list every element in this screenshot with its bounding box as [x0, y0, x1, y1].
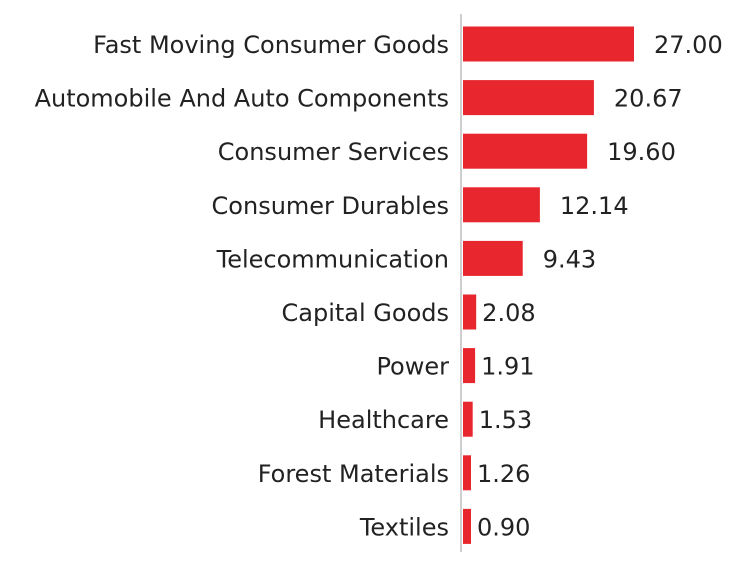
- bar-1: [463, 26, 634, 62]
- bar-2: [463, 80, 594, 116]
- bar-4: [463, 187, 540, 223]
- category-label: Healthcare: [318, 406, 449, 434]
- category-labels-group: Fast Moving Consumer Goods Automobile And…: [35, 31, 450, 541]
- value-label: 1.91: [481, 353, 534, 381]
- bar-10: [463, 508, 471, 544]
- bar-5: [463, 240, 523, 276]
- category-label: Fast Moving Consumer Goods: [93, 31, 449, 59]
- bar-3: [463, 133, 588, 169]
- category-label: Capital Goods: [282, 299, 449, 327]
- category-label: Telecommunication: [216, 245, 449, 273]
- value-label: 1.53: [479, 406, 532, 434]
- value-label: 2.08: [482, 299, 535, 327]
- category-label: Automobile And Auto Components: [35, 85, 449, 113]
- category-label: Consumer Durables: [212, 192, 449, 220]
- value-label: 27.00: [654, 31, 723, 59]
- value-labels-group: 27.00 20.67 19.60 12.14 9.43 2.08 1.91 1.53 1.26…: [477, 31, 723, 541]
- category-label: Power: [376, 353, 449, 381]
- category-label: Consumer Services: [218, 138, 449, 166]
- bar-6: [463, 294, 477, 330]
- value-label: 1.26: [477, 460, 530, 488]
- category-label: Forest Materials: [258, 460, 449, 488]
- value-label: 19.60: [607, 138, 676, 166]
- bar-8: [463, 401, 473, 437]
- value-label: 9.43: [543, 245, 596, 273]
- bar-9: [463, 455, 471, 491]
- value-label: 12.14: [560, 192, 629, 220]
- bar-7: [463, 348, 476, 384]
- bars-group: [463, 26, 634, 544]
- value-label: 0.90: [477, 513, 530, 541]
- value-label: 20.67: [614, 85, 683, 113]
- category-label: Textiles: [359, 513, 449, 541]
